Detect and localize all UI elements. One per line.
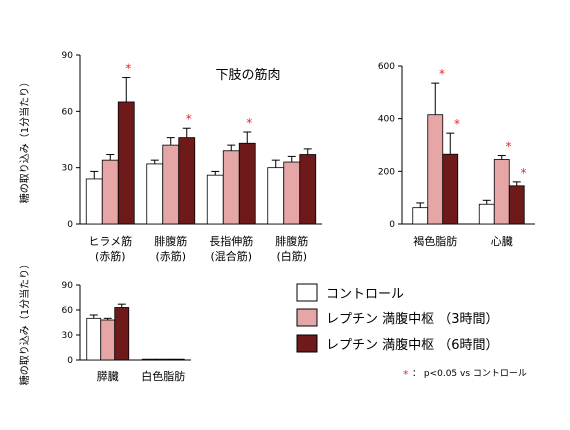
y-axis-label: 糖の取り込み（1分当たり） — [18, 259, 31, 385]
category-sublabel: (混合筋) — [210, 249, 252, 263]
legend-swatch-control — [296, 283, 318, 302]
bar-control — [267, 167, 285, 225]
legend-swatch-leptin6h — [296, 334, 318, 353]
footnote-text: ： p<0.05 vs コントロール — [412, 369, 527, 379]
y-tick-label: 600 — [378, 62, 395, 72]
y-tick-label: 90 — [62, 281, 74, 291]
significance-star: * — [506, 140, 512, 154]
y-tick-label: 0 — [67, 356, 73, 366]
bar-leptin3h — [162, 144, 180, 225]
y-axis-label: 糖の取り込み（1分当たり） — [18, 77, 31, 203]
legend-label-leptin3h: レプチン 満腹中枢 （3時間） — [326, 311, 499, 327]
bar-control — [412, 207, 429, 225]
category-label: 膵臓 — [97, 370, 119, 383]
legend-label-control: コントロール — [326, 287, 404, 302]
y-tick-label: 0 — [389, 220, 395, 230]
chart-title: 下肢の筋肉 — [215, 67, 280, 83]
category-label: 白色脂肪 — [141, 369, 185, 383]
chart-panel-1: 0 200 400 600 * * 褐色脂肪 * * 心臓 — [378, 62, 535, 248]
significance-star: * — [439, 67, 445, 81]
significance-star: * — [246, 116, 252, 130]
category-label: 長指伸筋 — [209, 234, 253, 248]
category-label: 褐色脂肪 — [413, 234, 457, 248]
significance-star: * — [125, 62, 131, 76]
y-tick-label: 30 — [62, 331, 74, 341]
bar-control — [146, 163, 164, 225]
y-tick-label: 400 — [378, 115, 395, 125]
category-label: ヒラメ筋 — [88, 234, 132, 248]
footnote-star: * — [403, 368, 409, 381]
category-label: 心臓 — [491, 235, 513, 248]
chart-panel-2: 0 30 60 90 糖の取り込み（1分当たり） 膵臓 白色脂肪 — [18, 259, 191, 385]
chart-panel-0: 0306090下肢の筋肉糖の取り込み（1分当たり）*ヒラメ筋(赤筋)*腓腹筋(赤… — [18, 51, 322, 263]
bar-leptin3h — [100, 319, 116, 361]
significance-star: * — [521, 166, 527, 180]
y-tick-label: 30 — [62, 164, 74, 174]
bar-leptin3h — [283, 161, 301, 225]
bar-leptin3h — [427, 114, 444, 225]
bar-leptin3h — [493, 159, 510, 225]
bar-leptin6h — [238, 142, 256, 225]
category-sublabel: (赤筋) — [155, 249, 186, 263]
category-label: 腓腹筋 — [154, 234, 187, 248]
bar-control — [206, 174, 224, 225]
bar-leptin6h — [178, 137, 196, 225]
legend: コントロール レプチン 満腹中枢 （3時間） レプチン 満腹中枢 （6時間） *… — [296, 283, 527, 381]
category-label: 腓腹筋 — [275, 234, 308, 248]
y-tick-label: 200 — [378, 167, 395, 177]
bar-leptin3h — [222, 150, 240, 225]
bar-leptin3h — [101, 159, 119, 225]
bar-leptin6h — [442, 153, 459, 225]
bar-leptin3h — [155, 358, 171, 361]
y-tick-label: 0 — [67, 220, 73, 230]
bar-control — [86, 317, 102, 361]
bar-leptin6h — [299, 154, 317, 225]
legend-swatch-leptin3h — [296, 308, 318, 327]
significance-star: * — [454, 117, 460, 131]
y-tick-label: 90 — [62, 51, 74, 61]
bar-leptin6h — [117, 101, 135, 225]
y-tick-label: 60 — [62, 107, 74, 117]
bar-leptin6h — [169, 358, 185, 361]
bar-control — [478, 203, 495, 225]
category-sublabel: (白筋) — [276, 249, 307, 263]
bar-control — [141, 358, 157, 361]
y-tick-label: 60 — [62, 306, 74, 316]
legend-label-leptin6h: レプチン 満腹中枢 （6時間） — [326, 337, 499, 353]
significance-star: * — [186, 112, 192, 126]
bar-leptin6h — [508, 185, 525, 225]
category-sublabel: (赤筋) — [95, 249, 126, 263]
bar-leptin6h — [114, 307, 130, 361]
bar-control — [85, 178, 103, 225]
